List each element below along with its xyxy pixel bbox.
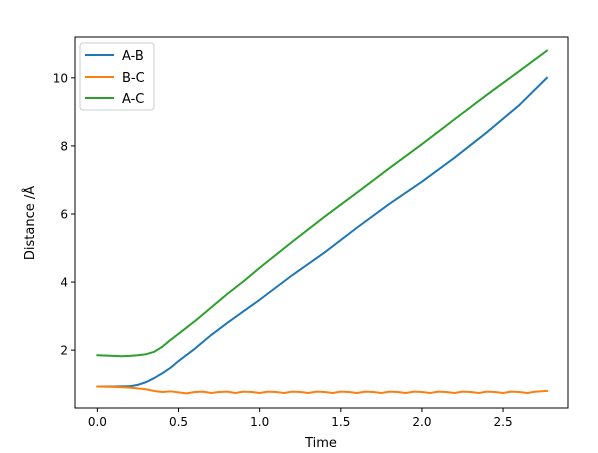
x-axis-ticks: 0.0 0.5 1.0 1.5 2.0 2.5 [88,408,513,429]
legend-label-b-c: B-C [122,71,145,86]
y-tick-label: 6 [60,207,68,221]
x-tick-label: 2.0 [412,415,431,429]
x-tick-label: 1.0 [250,415,269,429]
y-axis-label: Distance /Å [22,186,38,260]
x-axis-label: Time [304,436,337,451]
y-tick-label: 4 [60,276,68,290]
y-axis-ticks: 2 4 6 8 10 [53,71,75,358]
x-tick-label: 2.5 [494,415,513,429]
series-layer [96,49,549,395]
legend-label-a-c: A-C [122,92,144,107]
series-line-a-c [96,49,549,358]
x-tick-label: 0.5 [169,415,188,429]
y-tick-label: 2 [60,344,68,358]
legend-box [79,42,155,111]
legend-label-a-b: A-B [122,49,144,64]
x-tick-label: 0.0 [88,415,107,429]
y-tick-label: 8 [60,139,68,153]
series-line-b-c [96,385,548,395]
series-line-a-b [96,76,549,388]
plot-frame [74,36,569,409]
y-tick-label: 10 [53,71,68,85]
legend: A-B B-C A-C [79,42,155,111]
x-tick-label: 1.5 [331,415,350,429]
